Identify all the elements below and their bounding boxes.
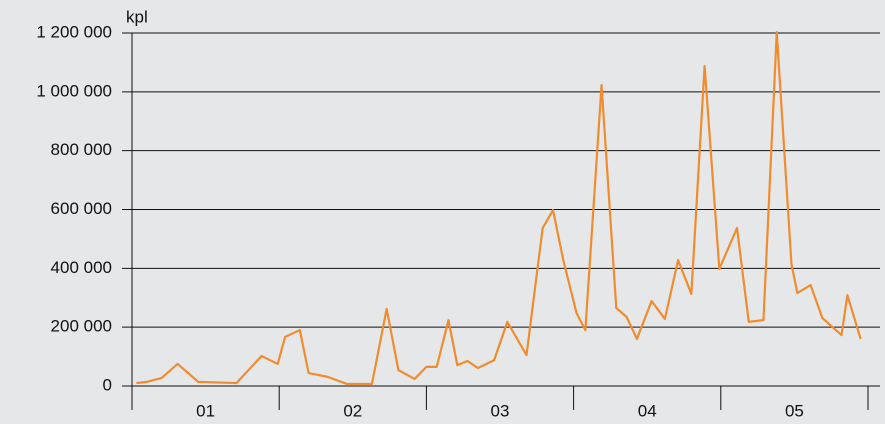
- y-tick-label: 1 000 000: [36, 81, 112, 100]
- y-tick-label: 1 200 000: [36, 22, 112, 41]
- y-tick-label: 400 000: [51, 258, 112, 277]
- x-tick-label: 04: [638, 401, 657, 420]
- y-tick-label: 200 000: [51, 317, 112, 336]
- y-tick-label: 0: [103, 375, 112, 394]
- x-tick-label: 03: [491, 401, 510, 420]
- x-tick-label: 02: [343, 401, 362, 420]
- x-tick-label: 01: [196, 401, 215, 420]
- y-axis-unit: kpl: [126, 7, 148, 26]
- y-tick-label: 600 000: [51, 199, 112, 218]
- data-line: [136, 31, 862, 386]
- x-tick-label: 05: [785, 401, 804, 420]
- y-tick-label: 800 000: [51, 140, 112, 159]
